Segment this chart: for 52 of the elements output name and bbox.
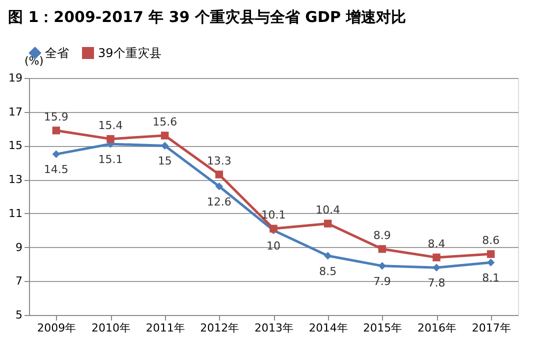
data-label: 10.1: [261, 208, 286, 222]
point: [52, 150, 60, 158]
x-tick-label: 2011年: [146, 322, 185, 334]
point: [324, 220, 332, 228]
y-tick-label: 15: [8, 139, 22, 152]
y-tick-label: 19: [8, 72, 22, 84]
data-label: 7.9: [373, 274, 391, 288]
y-tick-label: 11: [8, 206, 22, 220]
point: [215, 182, 224, 190]
data-label: 8.4: [428, 237, 446, 250]
x-tick-label: 2013年: [254, 322, 294, 334]
data-label: 15.6: [152, 116, 178, 129]
x-tick-label: 2010年: [92, 322, 130, 334]
x-tick-label: 2012年: [200, 322, 240, 334]
x-tick-label: 2014年: [308, 322, 348, 334]
y-tick-label: 7: [16, 274, 22, 288]
y-tick-label: 9: [16, 240, 22, 254]
point: [486, 250, 495, 258]
y-tick-label: 17: [8, 105, 22, 118]
point: [432, 254, 440, 262]
point: [432, 264, 440, 272]
point: [106, 135, 114, 143]
data-label: 10: [266, 239, 280, 252]
y-tick-label: 5: [16, 308, 22, 322]
data-label: 7.8: [428, 276, 446, 290]
data-label: 14.5: [44, 163, 68, 176]
chart-title: 图 1：2009-2017 年 39 个重灾县与全省 GDP 增速对比: [8, 8, 406, 26]
point: [324, 252, 332, 260]
y-tick-label: 13: [8, 173, 22, 186]
point: [215, 170, 224, 178]
legend-label: 全省: [45, 46, 69, 60]
data-label: 10.4: [316, 204, 340, 217]
data-label: 8.6: [482, 234, 500, 248]
point: [378, 245, 386, 253]
data-label: 8.1: [482, 272, 500, 285]
point: [486, 258, 495, 266]
x-tick-label: 2016年: [418, 322, 456, 334]
data-label: 15.9: [44, 110, 68, 124]
y-axis-title: (%): [24, 54, 44, 68]
x-tick-label: 2015年: [363, 322, 402, 334]
legend-label: 39个重灾县: [98, 46, 162, 60]
data-label: 8.9: [373, 228, 391, 242]
data-label: 8.5: [319, 264, 337, 278]
data-label: 15: [158, 154, 172, 168]
data-label: 15.1: [98, 153, 123, 166]
data-label: 12.6: [206, 195, 232, 208]
x-tick-label: 2017年: [472, 322, 511, 334]
x-tick-label: 2009年: [37, 322, 76, 334]
point: [160, 132, 169, 140]
data-label: 15.4: [98, 118, 123, 132]
point: [52, 126, 60, 134]
data-label: 13.3: [206, 154, 232, 168]
